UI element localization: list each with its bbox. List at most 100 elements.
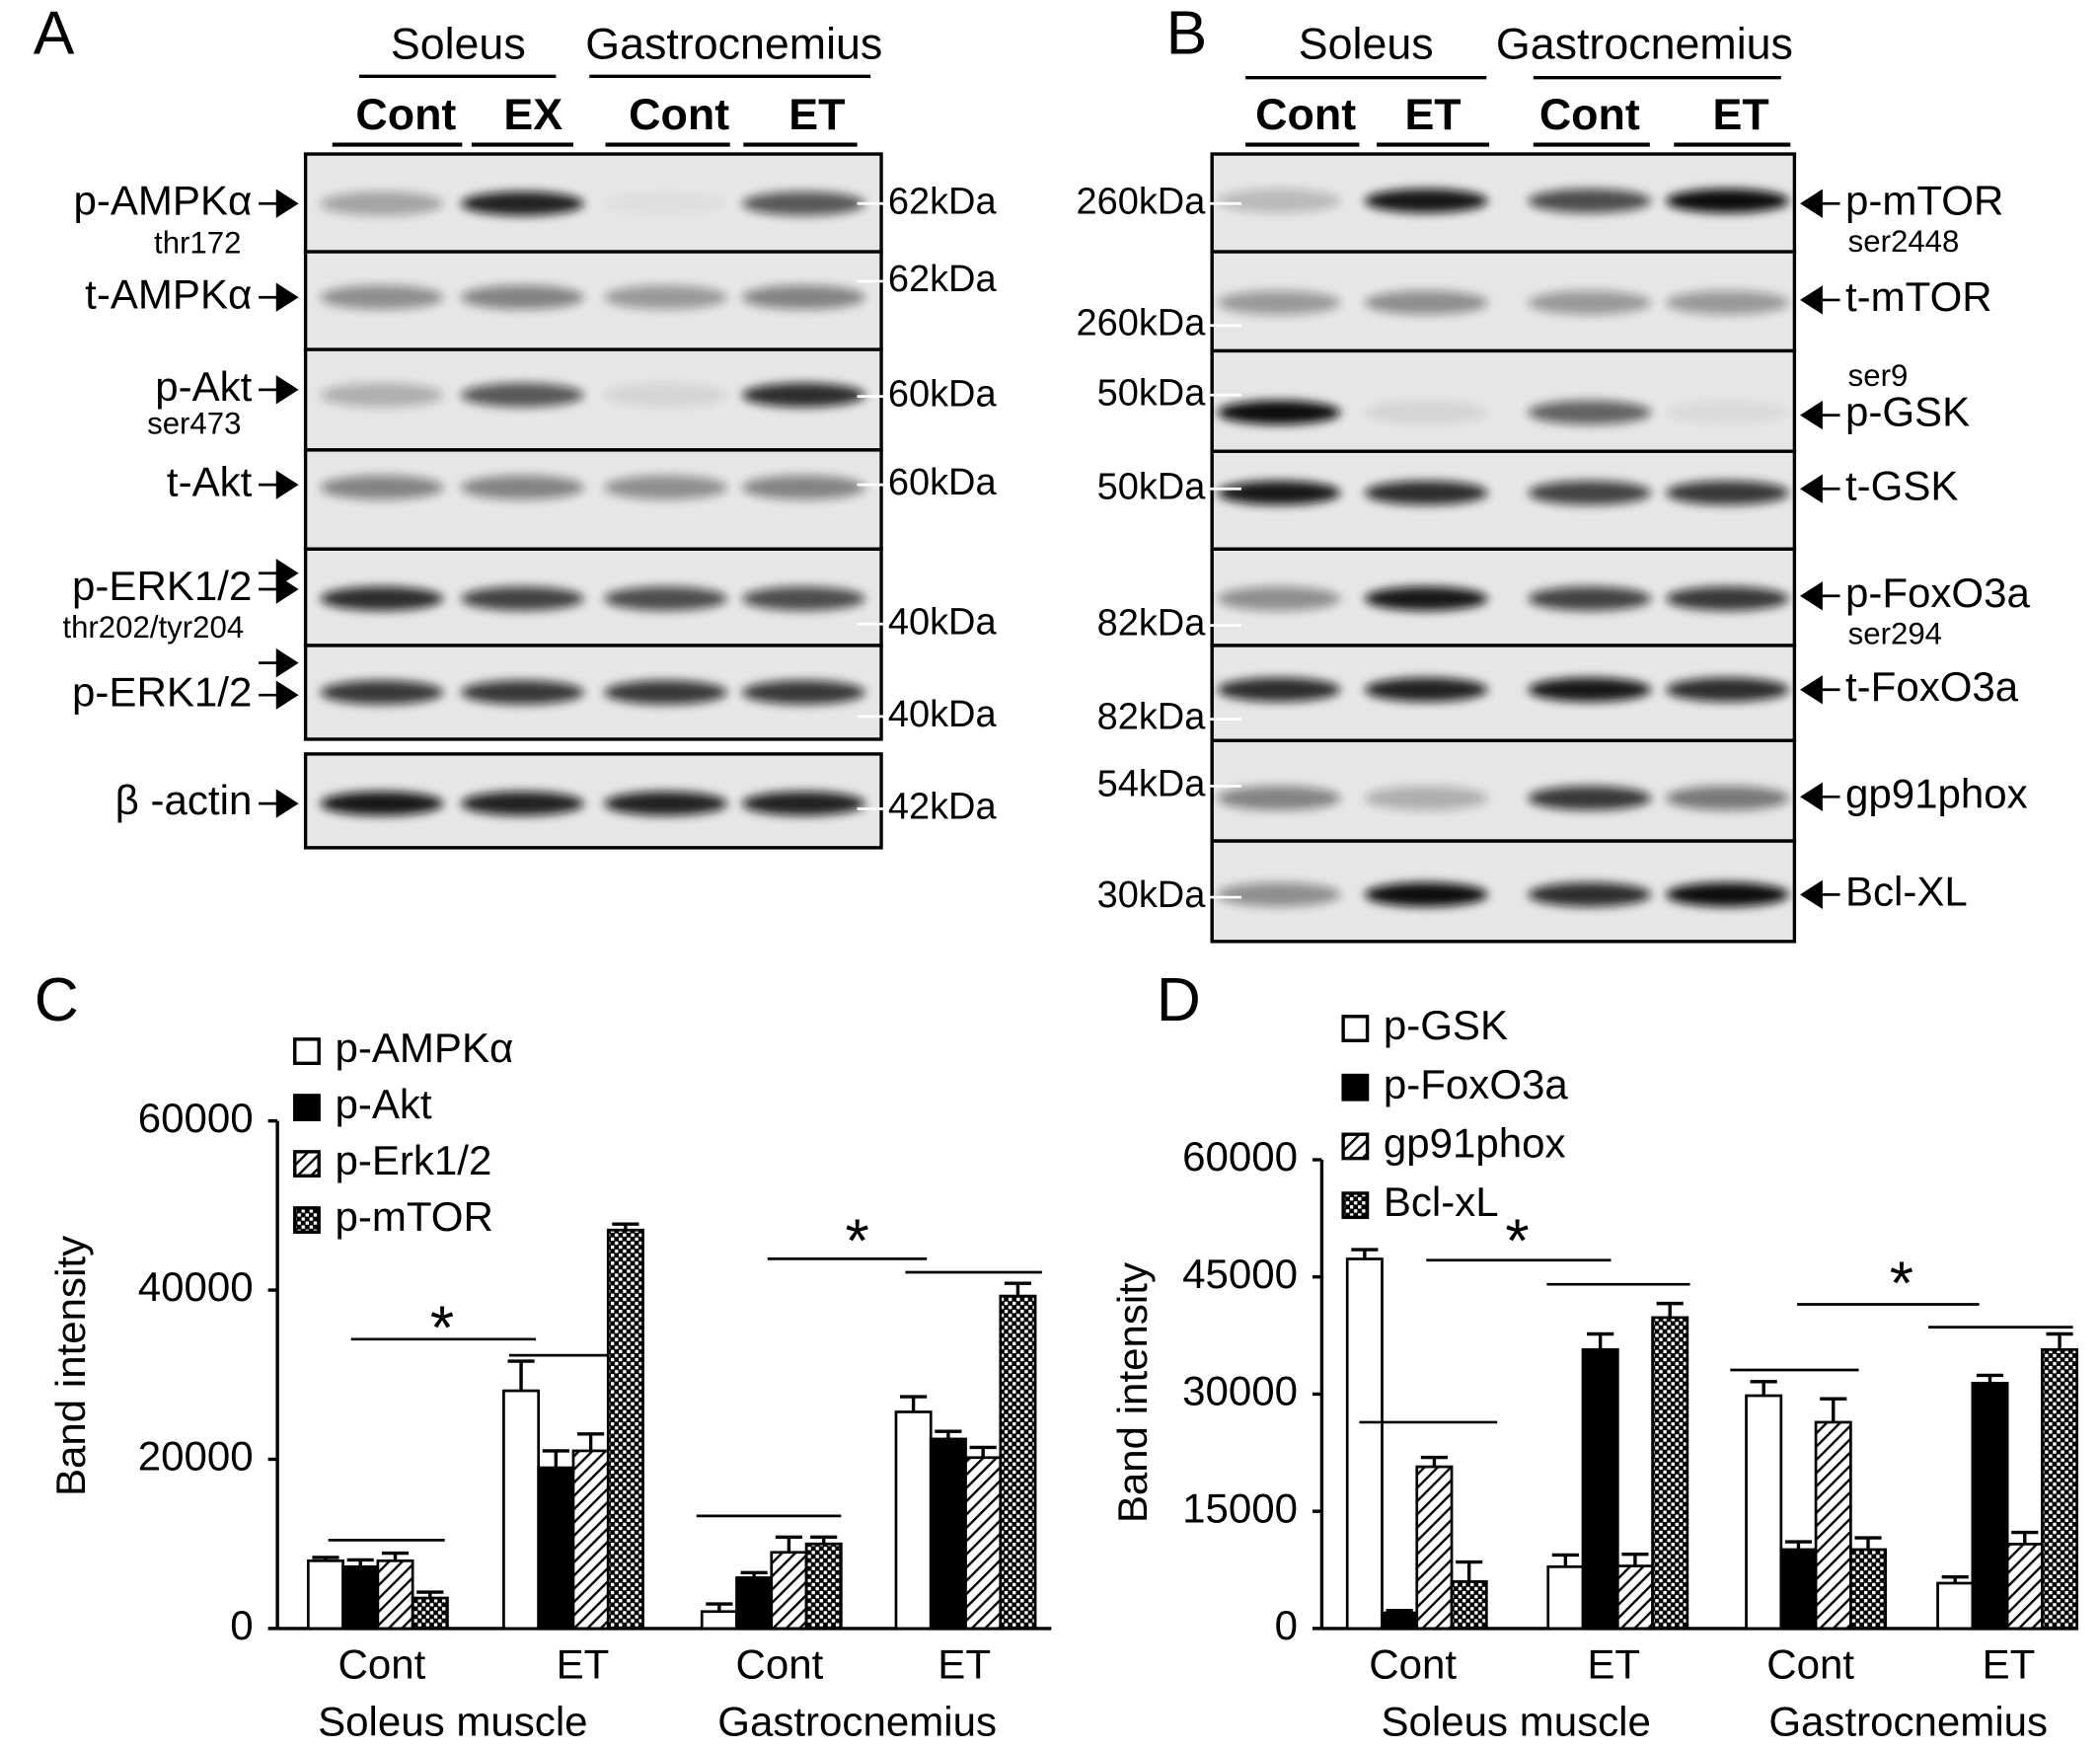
error-bar [1976,1373,2004,1384]
bar [804,1542,843,1631]
panel-letter: A [34,0,75,67]
lane-label: ET [1404,90,1461,139]
band [1666,400,1789,425]
bar [376,1559,414,1631]
bar [1745,1394,1783,1631]
bar [1971,1382,2009,1631]
group-label: Gastrocnemius [1496,19,1793,68]
band [461,383,584,408]
error-bar [612,1222,639,1231]
error-bar [1420,1455,1448,1468]
row-site: ser2448 [1848,224,1960,259]
legend-label: p-Erk1/2 [335,1137,491,1183]
kda-label: 42kDa [888,787,998,828]
bar [1814,1420,1852,1631]
x-tick-label: Cont [338,1640,426,1687]
significance-mark: * [1890,1251,1913,1319]
row-label: Bcl-XL [1845,868,1968,914]
error-bar [1551,1553,1579,1567]
error-bar [346,1558,374,1567]
bar [2041,1347,2079,1631]
legend-swatch [1341,1191,1370,1220]
bar [411,1596,449,1631]
arrow [1800,782,1840,812]
band [1364,189,1488,213]
bar [735,1576,774,1631]
legend-swatch [293,1037,321,1066]
legend-label: gp91phox [1384,1120,1566,1167]
band [741,383,865,408]
legend-swatch [1341,1132,1370,1161]
arrow [1800,581,1840,611]
bar [502,1389,541,1631]
kda-label: 260kDa [1076,181,1206,222]
row-label: p-ERK1/2 [72,563,252,609]
band [320,680,444,705]
y-tick-label: 0 [230,1602,253,1648]
row-label: t-AMPKα [85,270,252,317]
arrow [1800,189,1840,218]
y-tick-label: 60000 [138,1095,254,1141]
error-bar [935,1429,962,1439]
error-bar [775,1535,802,1553]
error-bar [1784,1540,1813,1550]
kda-label: 40kDa [888,601,998,643]
group-label: Soleus [391,19,526,68]
band [741,475,865,500]
row-label: p-mTOR [1845,177,2003,223]
band [604,191,727,215]
kda-label: 54kDa [1097,763,1207,804]
band [741,586,865,611]
error-bar [1587,1331,1614,1350]
row-site: ser294 [1848,617,1942,651]
row-label: t-GSK [1845,462,1958,508]
error-bar [2011,1530,2039,1545]
legend-label: p-GSK [1384,1002,1508,1048]
row-label: t-mTOR [1845,273,1992,320]
x-tick-label: ET [557,1640,610,1687]
band [604,285,728,310]
bar [1581,1347,1619,1631]
error-bar [507,1359,535,1392]
error-bar [312,1556,339,1561]
y-tick-label: 60000 [1182,1133,1298,1179]
error-bar [1621,1552,1649,1566]
band [461,191,584,216]
kda-label: 260kDa [1076,303,1206,344]
kda-label: 62kDa [888,259,998,300]
kda-label: 50kDa [1097,466,1207,507]
band [1528,586,1652,611]
bar [1779,1548,1818,1631]
y-tick-label: 40000 [138,1263,254,1310]
band [1217,400,1341,425]
bar [571,1449,610,1631]
arrow [259,680,299,710]
error-bar [969,1445,997,1458]
arrow [259,470,299,499]
row-label: t-Akt [167,458,253,504]
kda-label: 82kDa [1097,603,1207,645]
band [1217,882,1341,907]
group-label: Soleus muscle [1381,1699,1650,1745]
band [1528,786,1652,810]
row-label: t-FoxO3a [1845,663,2019,710]
bar [1345,1257,1384,1631]
lane-label: Cont [1255,90,1356,139]
kda-label: 30kDa [1097,874,1207,916]
y-axis-label: Band intensity [47,1236,94,1496]
error-bar [1351,1248,1379,1259]
arrow [259,189,299,218]
panel-letter: B [1166,0,1208,67]
band [1666,290,1789,315]
panel-letter: D [1157,966,1201,1034]
legend-label: p-mTOR [335,1193,492,1240]
band [604,475,728,500]
bar [1849,1548,1888,1631]
lane-label: ET [788,90,845,139]
y-tick-label: 20000 [138,1433,254,1480]
y-tick-label: 30000 [1182,1368,1298,1414]
bar [306,1559,344,1631]
band [1666,786,1789,810]
